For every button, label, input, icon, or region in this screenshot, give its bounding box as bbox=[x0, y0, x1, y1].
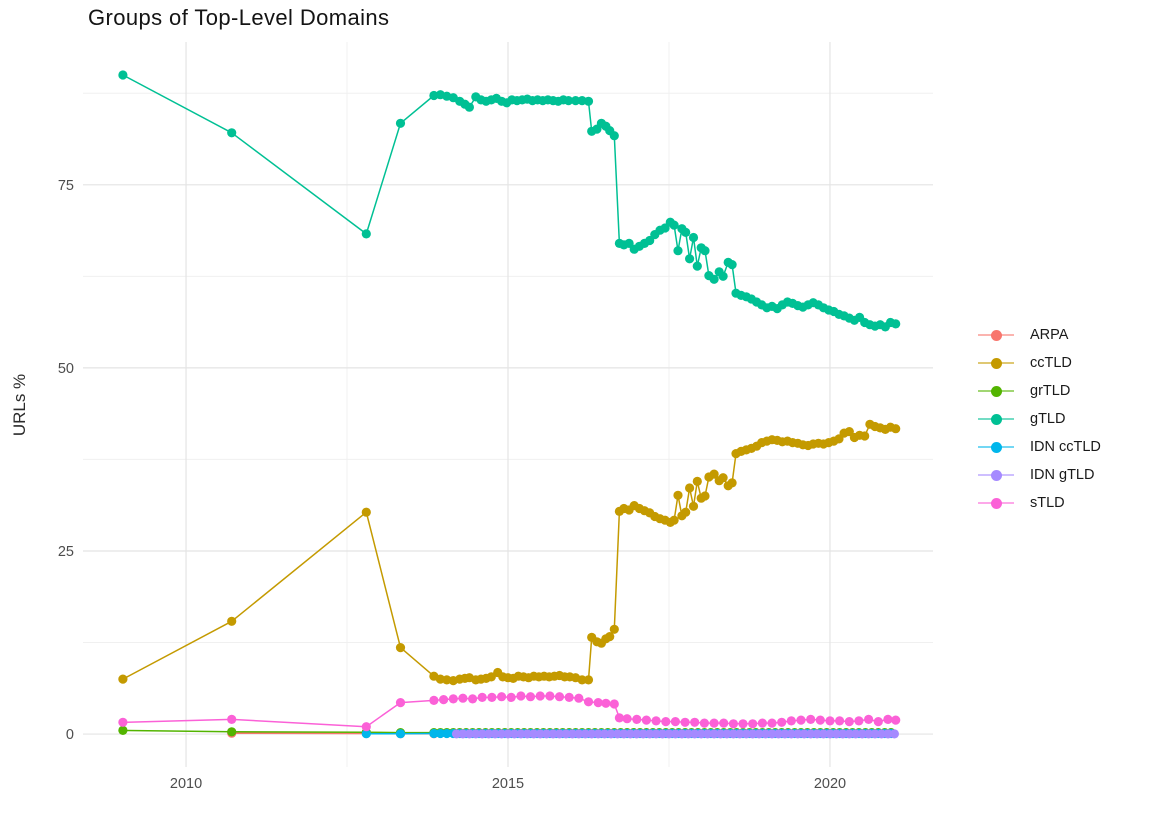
y-tick-label: 25 bbox=[58, 544, 74, 560]
legend-label: ccTLD bbox=[1030, 355, 1072, 371]
series-sTLD bbox=[118, 691, 901, 732]
legend-key-icon bbox=[978, 409, 1014, 429]
chart-title: Groups of Top-Level Domains bbox=[88, 5, 390, 30]
legend-dot-swatch bbox=[990, 357, 1002, 369]
legend-item-grTLD: grTLD bbox=[978, 377, 1101, 405]
x-tick-label: 2015 bbox=[492, 776, 524, 792]
legend-dot-swatch bbox=[990, 413, 1002, 425]
legend-key-icon bbox=[978, 353, 1014, 373]
legend-key-icon bbox=[978, 437, 1014, 457]
legend-dot-swatch bbox=[990, 385, 1002, 397]
legend-item-ARPA: ARPA bbox=[978, 321, 1101, 349]
legend-dot-swatch bbox=[990, 329, 1002, 341]
legend-label: ARPA bbox=[1030, 327, 1069, 343]
y-axis-title: URLs % bbox=[10, 374, 29, 436]
y-tick-label: 50 bbox=[58, 361, 74, 377]
series-IDN-gTLD bbox=[451, 729, 900, 739]
x-tick-label: 2020 bbox=[814, 776, 846, 792]
legend-dot-swatch bbox=[990, 441, 1002, 453]
legend-label: grTLD bbox=[1030, 383, 1071, 399]
legend-key-icon bbox=[978, 325, 1014, 345]
y-tick-label: 0 bbox=[66, 727, 74, 743]
legend-label: IDN ccTLD bbox=[1030, 439, 1101, 455]
series-ccTLD bbox=[118, 419, 901, 686]
legend-item-sTLD: sTLD bbox=[978, 489, 1101, 517]
gridlines-major bbox=[83, 42, 933, 767]
legend-key-icon bbox=[978, 493, 1014, 513]
axis-tick-labels: 2010 2015 2020 0 25 50 75 bbox=[58, 178, 846, 792]
legend: ARPA ccTLD grTLD gTLD IDN ccTLD IDN gTLD sTLD bbox=[978, 321, 1101, 517]
data-series bbox=[118, 70, 901, 739]
legend-label: IDN gTLD bbox=[1030, 467, 1095, 483]
legend-label: gTLD bbox=[1030, 411, 1066, 427]
legend-label: sTLD bbox=[1030, 495, 1065, 511]
x-tick-label: 2010 bbox=[170, 776, 202, 792]
series-gTLD bbox=[118, 70, 901, 332]
y-tick-label: 75 bbox=[58, 178, 74, 194]
legend-key-icon bbox=[978, 381, 1014, 401]
legend-item-ccTLD: ccTLD bbox=[978, 349, 1101, 377]
legend-dot-swatch bbox=[990, 497, 1002, 509]
legend-dot-swatch bbox=[990, 469, 1002, 481]
legend-item-IDN-ccTLD: IDN ccTLD bbox=[978, 433, 1101, 461]
legend-item-gTLD: gTLD bbox=[978, 405, 1101, 433]
legend-key-icon bbox=[978, 465, 1014, 485]
legend-item-IDN-gTLD: IDN gTLD bbox=[978, 461, 1101, 489]
